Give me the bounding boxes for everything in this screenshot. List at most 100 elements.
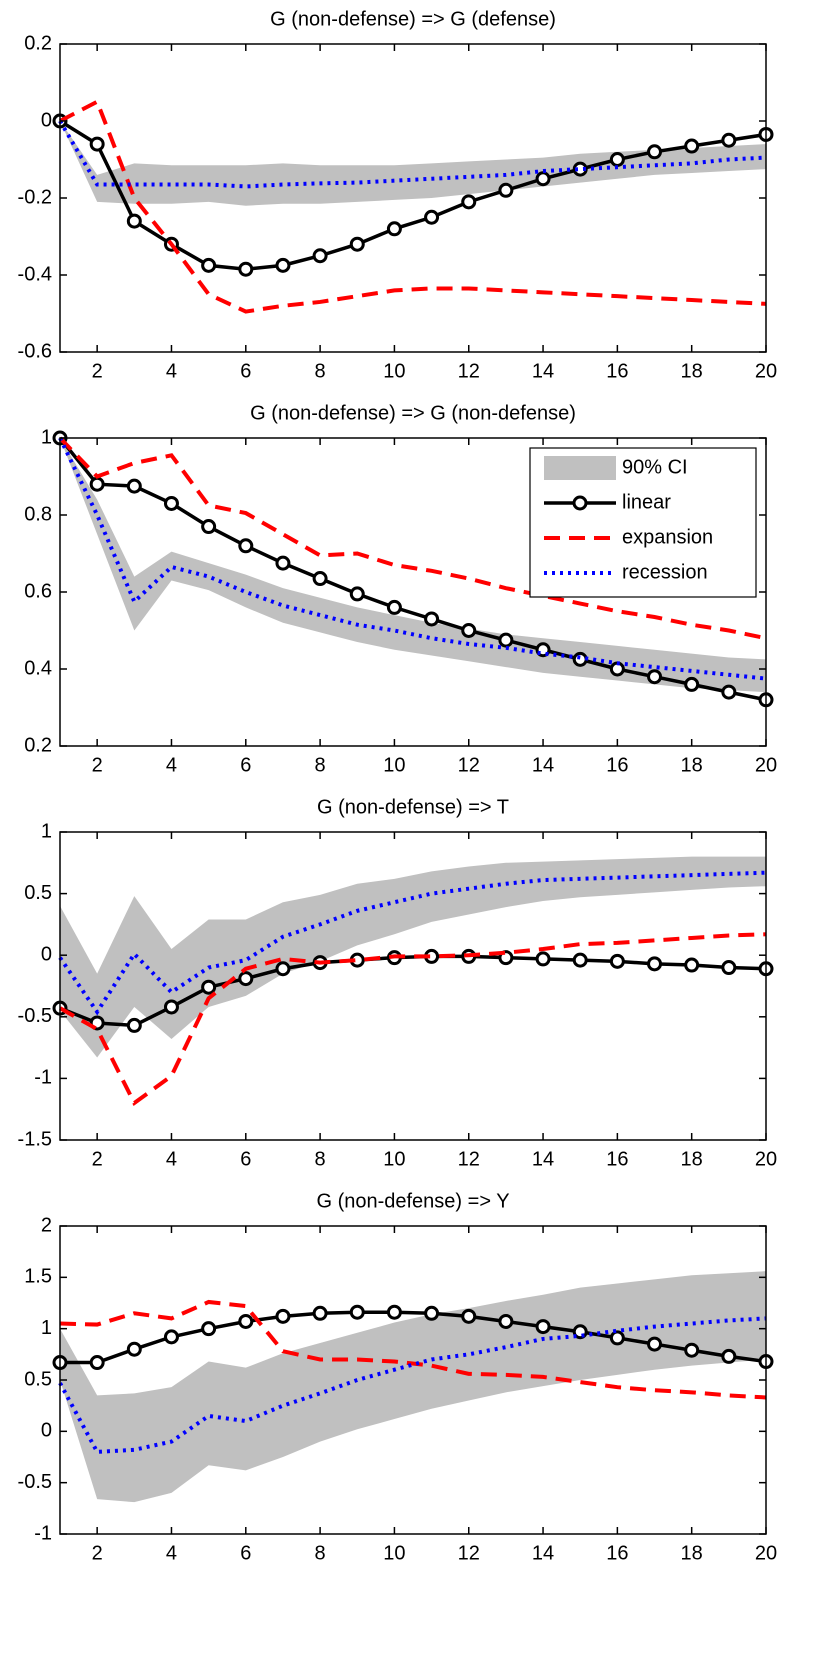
point-marker	[238, 971, 254, 987]
point-marker	[461, 194, 477, 210]
chart-title: G (non-defense) => Y	[316, 1190, 509, 1212]
y-tick-label: -1	[34, 1522, 52, 1544]
point-marker	[609, 152, 625, 167]
point-marker	[684, 676, 700, 692]
y-tick-label: 0.6	[24, 580, 52, 602]
point-marker	[312, 1305, 328, 1321]
point-marker	[424, 1305, 440, 1321]
point-marker	[498, 1313, 514, 1329]
point-marker	[721, 1348, 737, 1364]
chart-title: G (non-defense) => G (defense)	[270, 8, 556, 30]
point-marker	[201, 1321, 217, 1337]
point-marker	[684, 957, 700, 973]
point-marker	[275, 555, 291, 571]
point-marker	[647, 144, 663, 160]
point-marker	[312, 248, 328, 264]
x-tick-label: 8	[315, 1542, 326, 1564]
panel: G (non-defense) => G (defense) -0.6 -0.4 -0…	[18, 8, 778, 382]
point-marker	[461, 623, 477, 638]
point-marker	[572, 952, 588, 968]
y-tick-label: -0.5	[18, 1471, 52, 1493]
x-tick-label: 20	[755, 754, 777, 776]
x-tick-label: 10	[383, 1148, 405, 1170]
point-marker	[684, 1342, 700, 1358]
x-tick-label: 16	[606, 1542, 628, 1564]
y-tick-label: -0.4	[18, 263, 52, 285]
x-tick-label: 6	[240, 360, 251, 382]
point-marker	[349, 1304, 365, 1320]
y-tick-label: 0	[41, 109, 52, 131]
ci-band	[60, 121, 766, 206]
x-tick-label: 18	[681, 1542, 703, 1564]
point-marker	[238, 261, 254, 277]
x-tick-label: 8	[315, 360, 326, 382]
y-tick-label: 0.8	[24, 503, 52, 525]
point-marker	[126, 1341, 142, 1357]
point-marker	[498, 182, 514, 198]
panel: G (non-defense) => Y -1 -0.5 0 0.5 1 1.5 2 2 4 6 8 1…	[18, 1190, 778, 1564]
x-tick-label: 12	[458, 754, 480, 776]
point-marker	[238, 1313, 254, 1329]
point-marker	[647, 956, 663, 972]
chart-title: G (non-defense) => T	[317, 796, 509, 818]
ci-band	[60, 438, 766, 693]
series-line	[59, 98, 767, 314]
y-tick-label: 0	[41, 1420, 52, 1442]
x-tick-label: 14	[532, 360, 554, 382]
point-marker	[572, 161, 588, 177]
point-marker	[647, 669, 663, 685]
point-marker	[201, 257, 217, 273]
point-marker	[126, 478, 142, 494]
point-marker	[163, 1329, 179, 1345]
y-tick-label: 1.5	[24, 1266, 52, 1288]
point-marker	[386, 221, 402, 237]
point-marker	[126, 213, 142, 229]
y-tick-label: 1	[41, 426, 52, 448]
legend-label: linear	[622, 491, 671, 513]
point-marker	[721, 132, 737, 148]
point-marker	[201, 979, 217, 995]
x-tick-label: 20	[755, 360, 777, 382]
point-marker	[535, 1319, 551, 1335]
x-tick-label: 14	[532, 1542, 554, 1564]
x-tick-label: 12	[458, 1148, 480, 1170]
x-tick-label: 12	[458, 360, 480, 382]
point-marker	[275, 961, 291, 977]
series-line	[58, 870, 767, 1016]
y-tick-label: -1.5	[18, 1128, 52, 1150]
point-marker	[721, 684, 737, 700]
point-marker	[349, 236, 365, 252]
point-marker	[89, 476, 105, 492]
panel: G (non-defense) => G (non-defense) 0.2 0.4…	[24, 402, 777, 776]
y-tick-label: 0.2	[24, 734, 52, 756]
y-tick-label: -0.2	[18, 186, 52, 208]
series-line	[58, 119, 767, 189]
series-line	[59, 1299, 767, 1400]
panel: G (non-defense) => T-1.5-1-0.500.512 4 6 8 1…	[18, 796, 778, 1170]
y-tick-label: 2	[41, 1214, 52, 1236]
x-tick-label: 16	[606, 360, 628, 382]
point-marker	[312, 571, 328, 587]
legend-label: 90% CI	[622, 456, 688, 478]
x-tick-label: 4	[166, 754, 177, 776]
x-tick-label: 20	[755, 1542, 777, 1564]
x-tick-label: 14	[532, 1148, 554, 1170]
y-tick-label: 0.5	[24, 882, 52, 904]
point-marker	[238, 538, 254, 554]
chart-title: G (non-defense) => G (non-defense)	[250, 402, 576, 424]
series-line	[58, 437, 767, 681]
x-tick-label: 8	[315, 1148, 326, 1170]
y-tick-label: 0.4	[24, 657, 52, 679]
x-tick-label: 12	[458, 1542, 480, 1564]
point-marker	[572, 651, 588, 667]
point-marker	[89, 1355, 105, 1371]
point-marker	[424, 209, 440, 225]
x-tick-label: 4	[166, 1542, 177, 1564]
x-tick-label: 6	[240, 1542, 251, 1564]
x-tick-label: 10	[383, 360, 405, 382]
x-tick-label: 8	[315, 754, 326, 776]
point-marker	[721, 960, 737, 976]
x-tick-label: 2	[92, 754, 103, 776]
